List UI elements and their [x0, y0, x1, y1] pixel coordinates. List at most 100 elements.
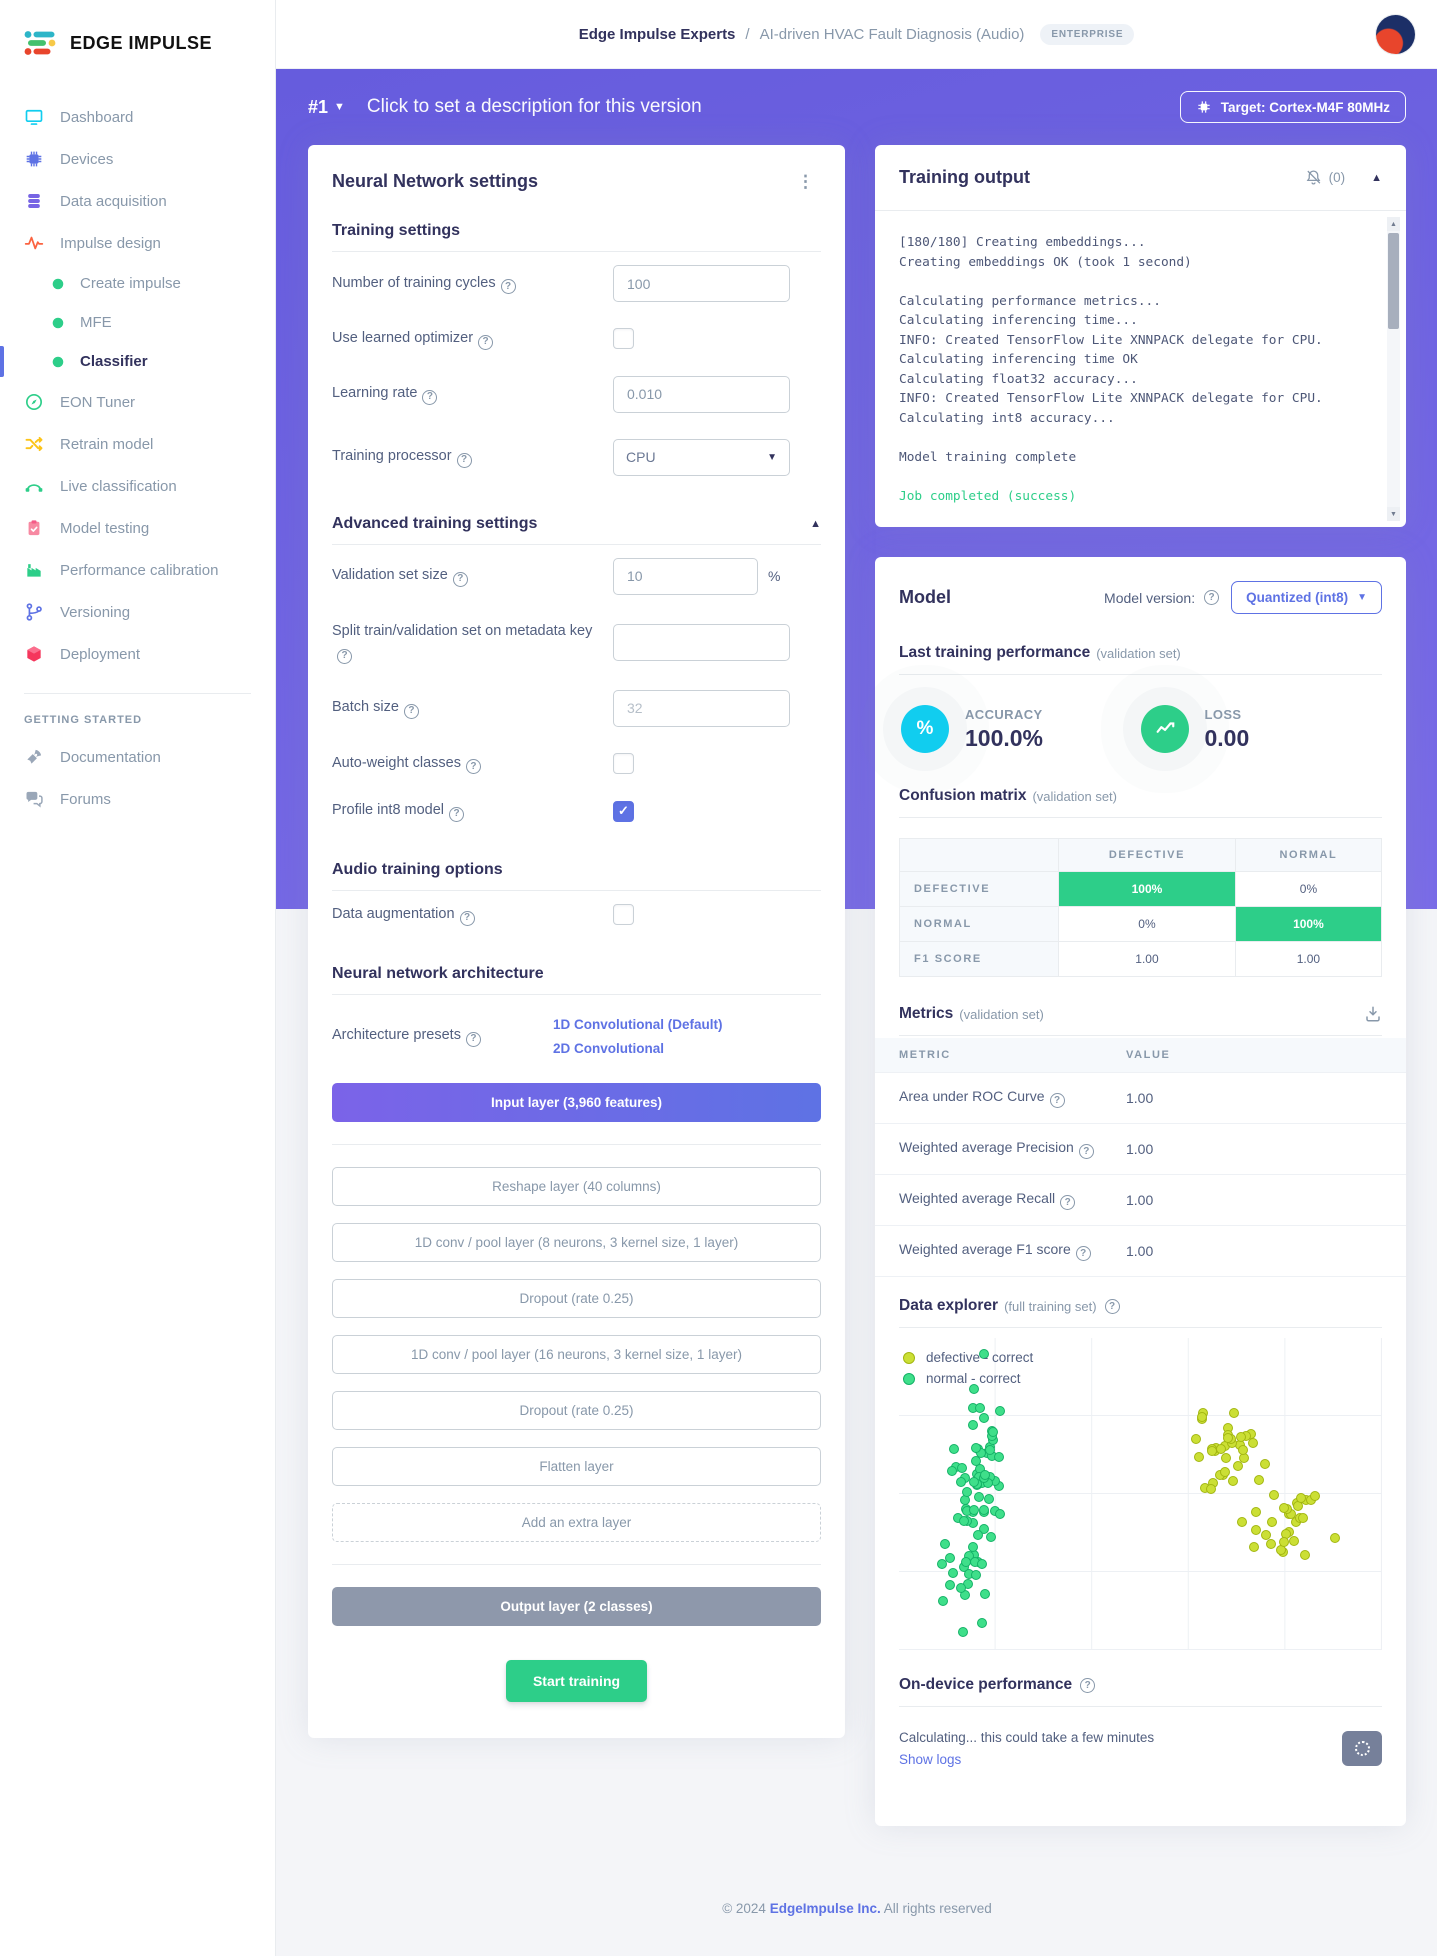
sidebar-item-retrain-model[interactable]: Retrain model	[0, 423, 275, 465]
sidebar-item-dashboard[interactable]: Dashboard	[0, 96, 275, 138]
scatter-point[interactable]	[987, 1427, 998, 1438]
scatter-point[interactable]	[973, 1492, 984, 1503]
target-device-badge[interactable]: Target: Cortex-M4F 80MHz	[1179, 91, 1406, 123]
scatter-point[interactable]	[985, 1444, 996, 1455]
console-scrollbar[interactable]: ▲ ▼	[1387, 217, 1400, 521]
help-icon[interactable]: ?	[465, 759, 481, 775]
scatter-point[interactable]	[974, 1403, 985, 1414]
data-augmentation-checkbox[interactable]	[613, 904, 634, 926]
sidebar-item-model-testing[interactable]: Model testing	[0, 507, 275, 549]
learning-rate-input[interactable]	[613, 375, 790, 413]
scatter-point[interactable]	[956, 1463, 967, 1474]
scatter-point[interactable]	[977, 1617, 988, 1628]
scatter-point[interactable]	[961, 1487, 972, 1498]
help-icon[interactable]: ?	[459, 910, 475, 926]
nn-layer-normal[interactable]: 1D conv / pool layer (16 neurons, 3 kern…	[332, 1334, 821, 1374]
help-icon[interactable]: ?	[1075, 1246, 1091, 1261]
nn-layer-normal[interactable]: Dropout (rate 0.25)	[332, 1390, 821, 1430]
scatter-point[interactable]	[1194, 1452, 1205, 1463]
notifications-muted-toggle[interactable]: (0)	[1305, 169, 1345, 186]
scatter-point[interactable]	[1191, 1434, 1202, 1445]
scatter-point[interactable]	[969, 1504, 980, 1515]
scatter-point[interactable]	[968, 1384, 979, 1395]
edge-impulse-logo[interactable]: EDGE IMPULSE	[0, 22, 275, 96]
scatter-point[interactable]	[994, 1508, 1005, 1519]
scatter-point[interactable]	[1260, 1459, 1271, 1470]
breadcrumb-organization[interactable]: Edge Impulse Experts	[578, 25, 736, 43]
scroll-up-button[interactable]: ▲	[1387, 217, 1400, 231]
sidebar-item-documentation[interactable]: Documentation	[0, 736, 275, 778]
scatter-point[interactable]	[971, 1443, 982, 1453]
scatter-point[interactable]	[958, 1516, 969, 1527]
auto-weight-classes-checkbox[interactable]	[613, 752, 634, 774]
scatter-point[interactable]	[1268, 1489, 1279, 1500]
sidebar-item-classifier[interactable]: Classifier	[0, 342, 275, 381]
help-icon[interactable]: ?	[478, 334, 494, 350]
start-training-button[interactable]: Start training	[505, 1659, 648, 1702]
sidebar-item-impulse-design[interactable]: Impulse design	[0, 222, 275, 264]
scatter-point[interactable]	[947, 1466, 958, 1477]
scatter-point[interactable]	[984, 1493, 995, 1504]
split-metadata-key-input[interactable]	[613, 623, 790, 661]
scatter-point[interactable]	[1197, 1412, 1208, 1423]
scatter-point[interactable]	[970, 1456, 981, 1467]
scatter-point[interactable]	[1279, 1503, 1289, 1514]
show-logs-link[interactable]: Show logs	[899, 1751, 962, 1767]
profile-int8-checkbox[interactable]	[613, 800, 634, 822]
help-icon[interactable]: ?	[1049, 1093, 1065, 1108]
scatter-point[interactable]	[978, 1504, 989, 1515]
scatter-point[interactable]	[1236, 1431, 1247, 1442]
scatter-point[interactable]	[1227, 1476, 1238, 1487]
legend-item[interactable]: defective - correct	[903, 1350, 1033, 1365]
training-cycles-input[interactable]	[613, 265, 790, 302]
scrollbar-thumb[interactable]	[1388, 233, 1399, 329]
preset-1d-convolutional-link[interactable]: 1D Convolutional (Default)	[553, 1016, 723, 1032]
sidebar-item-live-classification[interactable]: Live classification	[0, 465, 275, 507]
download-icon[interactable]	[1364, 1005, 1382, 1023]
nn-layer-normal[interactable]: Reshape layer (40 columns)	[332, 1166, 821, 1206]
version-selector[interactable]: #1 ▼	[308, 96, 345, 117]
help-icon[interactable]: ?	[337, 648, 352, 664]
scatter-point[interactable]	[955, 1583, 966, 1594]
sidebar-item-data-acquisition[interactable]: Data acquisition	[0, 180, 275, 222]
scatter-point[interactable]	[1207, 1446, 1218, 1457]
scatter-point[interactable]	[937, 1596, 948, 1607]
scatter-point[interactable]	[1296, 1492, 1307, 1503]
scatter-point[interactable]	[979, 1524, 990, 1535]
help-icon[interactable]: ?	[1204, 590, 1220, 605]
scatter-point[interactable]	[977, 1558, 988, 1569]
scatter-point[interactable]	[947, 1568, 958, 1579]
add-extra-layer-button[interactable]: Add an extra layer	[332, 1502, 821, 1542]
nn-layer-normal[interactable]: Flatten layer	[332, 1446, 821, 1486]
scatter-point[interactable]	[1279, 1537, 1290, 1548]
sidebar-item-deployment[interactable]: Deployment	[0, 633, 275, 675]
scatter-point[interactable]	[1236, 1517, 1247, 1528]
scatter-point[interactable]	[1267, 1516, 1278, 1527]
scatter-point[interactable]	[1229, 1407, 1240, 1418]
scatter-point[interactable]	[1216, 1443, 1227, 1454]
avatar[interactable]	[1376, 15, 1415, 54]
scatter-point[interactable]	[948, 1444, 959, 1455]
sidebar-item-performance-calibration[interactable]: Performance calibration	[0, 549, 275, 591]
scatter-point[interactable]	[1254, 1474, 1265, 1485]
scatter-point[interactable]	[1265, 1538, 1276, 1549]
scatter-point[interactable]	[971, 1570, 982, 1581]
scatter-point[interactable]	[980, 1589, 991, 1600]
collapse-panel-icon[interactable]: ▲	[1371, 171, 1382, 184]
help-icon[interactable]: ?	[1080, 1677, 1096, 1693]
scatter-point[interactable]	[944, 1579, 955, 1590]
scatter-point[interactable]	[957, 1627, 968, 1638]
scatter-point[interactable]	[1205, 1483, 1216, 1494]
learned-optimizer-checkbox[interactable]	[613, 328, 634, 350]
nn-layer-output[interactable]: Output layer (2 classes)	[332, 1586, 821, 1626]
help-icon[interactable]: ?	[1078, 1144, 1094, 1159]
scatter-point[interactable]	[968, 1476, 979, 1487]
scatter-point[interactable]	[968, 1419, 979, 1430]
help-icon[interactable]: ?	[456, 453, 472, 469]
sidebar-item-versioning[interactable]: Versioning	[0, 591, 275, 633]
scatter-point[interactable]	[968, 1541, 978, 1552]
nn-layer-input[interactable]: Input layer (3,960 features)	[332, 1082, 821, 1122]
scatter-point[interactable]	[1248, 1437, 1259, 1448]
scatter-point[interactable]	[980, 1470, 991, 1481]
sidebar-item-mfe[interactable]: MFE	[0, 303, 275, 342]
